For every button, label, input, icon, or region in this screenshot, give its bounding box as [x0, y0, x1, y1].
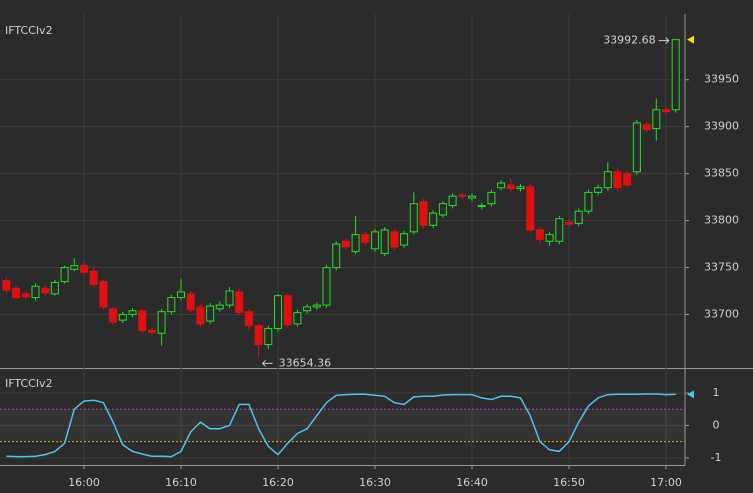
candle-body	[118, 313, 127, 321]
y-tick-label: 33950	[704, 73, 739, 86]
x-tick-label: 16:50	[553, 476, 585, 489]
candle-body	[244, 311, 253, 327]
candle-body	[545, 234, 554, 242]
x-tick-label: 16:20	[262, 476, 294, 489]
candle-body	[438, 203, 447, 216]
y-tick-label: 33750	[704, 261, 739, 274]
candle-body	[235, 291, 244, 314]
min-arrow	[261, 359, 273, 367]
candle-body	[167, 297, 176, 313]
candle-body	[31, 285, 40, 299]
candle-body	[429, 212, 438, 226]
candle-body	[332, 243, 341, 269]
candle-body	[497, 182, 506, 189]
x-tick-label: 16:30	[359, 476, 391, 489]
candle-body	[303, 306, 312, 312]
candle-body	[526, 186, 535, 231]
candle-body	[516, 186, 525, 190]
candle-body	[487, 191, 496, 205]
candle-body	[70, 265, 79, 270]
candle-body	[351, 234, 360, 253]
candle-body	[2, 280, 11, 291]
candle-body	[80, 265, 88, 273]
last-price-marker	[687, 35, 694, 44]
candle-body	[341, 240, 350, 248]
y-tick-label: 33800	[704, 214, 739, 227]
candle-body	[468, 195, 476, 199]
max-arrow	[658, 37, 670, 45]
candle-body	[215, 304, 224, 310]
candle-body	[555, 218, 564, 242]
candle-body	[254, 325, 263, 346]
candle-body	[448, 195, 457, 207]
candle-body	[60, 267, 69, 283]
candle-body	[206, 305, 215, 322]
candle-body	[380, 229, 389, 254]
x-tick-label: 16:10	[165, 476, 197, 489]
candle-body	[574, 210, 583, 224]
candle-body	[642, 124, 651, 130]
candle-body	[371, 231, 379, 250]
candle-body	[50, 282, 59, 295]
candle-body	[99, 281, 108, 308]
candle-body	[138, 310, 147, 331]
candle-body	[147, 329, 156, 333]
max-annotation: 33992.68	[603, 34, 656, 47]
candle-body	[662, 109, 670, 113]
candle-body	[652, 109, 661, 130]
y-tick-label: 33700	[704, 307, 739, 320]
candle-body	[603, 171, 612, 189]
candle-body	[12, 287, 21, 299]
x-tick-label: 16:00	[68, 476, 100, 489]
candle-body	[41, 287, 50, 294]
candle-body	[21, 293, 30, 298]
candle-body	[535, 229, 544, 240]
y-tick-label: 0	[713, 418, 720, 431]
candle-body	[293, 312, 302, 325]
candle-body	[109, 308, 118, 323]
candle-body	[196, 306, 205, 325]
candle-body	[458, 194, 467, 197]
candle-body	[283, 295, 292, 326]
y-tick-label: 1	[713, 386, 720, 399]
candle-body	[671, 39, 680, 111]
candle-body	[419, 201, 428, 226]
candle-body	[400, 233, 409, 246]
candle-body	[632, 122, 641, 173]
candle-body	[390, 231, 399, 248]
candle-body	[613, 171, 622, 189]
price-panel-title: IFTCCIv2	[5, 24, 53, 37]
candle-body	[128, 310, 137, 315]
candle-body	[225, 290, 234, 306]
marks: 33700 33750 33800 33850 33900 33950 16:00 16:10…	[0, 34, 739, 489]
y-tick-label: 33850	[704, 167, 739, 180]
candle-body	[506, 184, 515, 190]
candle-body	[361, 234, 370, 243]
candle-body	[477, 205, 486, 208]
candle-body	[594, 187, 603, 193]
candle-body	[409, 203, 418, 233]
candle-body	[322, 267, 331, 306]
candle-body	[312, 304, 321, 308]
last-value-marker	[687, 390, 694, 399]
candle-body	[565, 221, 573, 225]
x-tick-label: 16:40	[456, 476, 488, 489]
candle-body	[177, 291, 185, 299]
candle-body	[157, 311, 166, 334]
x-tick-label: 17:00	[650, 476, 682, 489]
indicator-panel-title: IFTCCIv2	[5, 377, 53, 390]
y-tick-label: 33900	[704, 120, 739, 133]
candle-body	[89, 270, 98, 285]
min-annotation: 33654.36	[279, 356, 332, 369]
candle-body	[186, 293, 195, 311]
level-band	[0, 409, 685, 442]
y-tick-label: -1	[711, 451, 722, 464]
candle-body	[274, 295, 282, 330]
candle-body	[623, 173, 632, 186]
indicator-line	[6, 393, 676, 458]
candle-body	[264, 328, 273, 346]
candle-body	[584, 191, 593, 212]
